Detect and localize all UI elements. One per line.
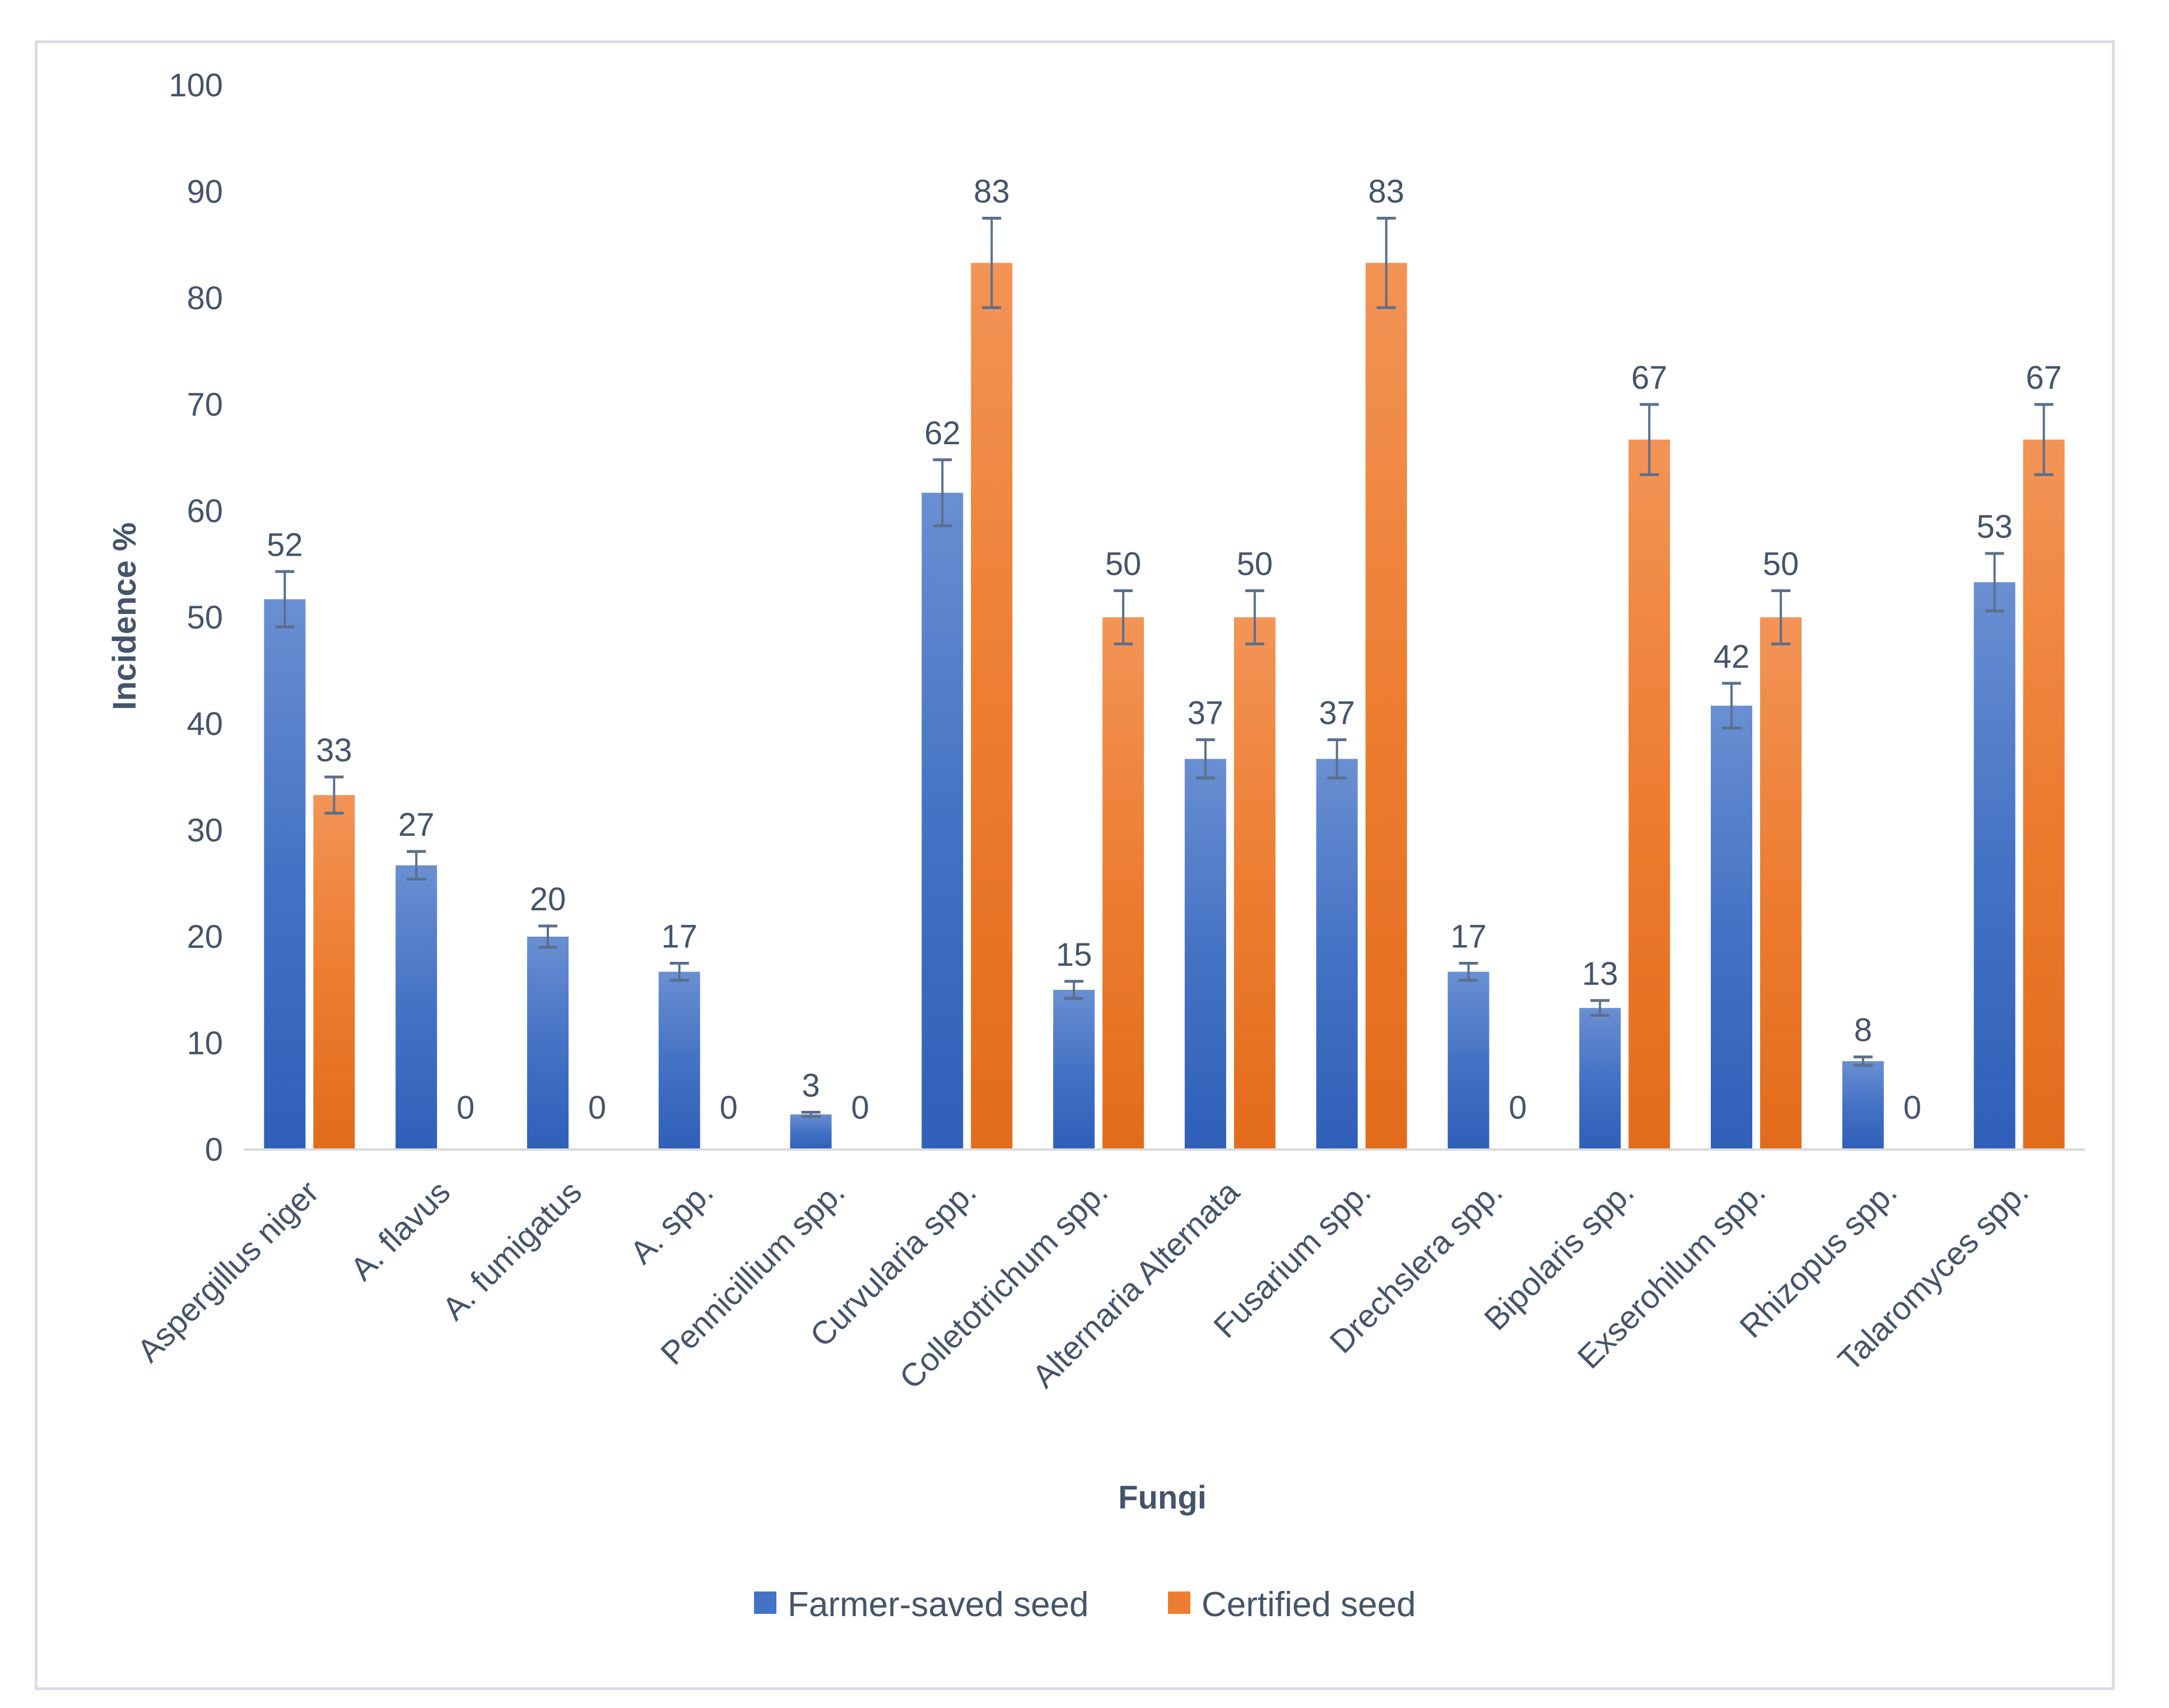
- data-label: 67: [1631, 360, 1668, 396]
- y-tick-label: 70: [187, 387, 223, 423]
- data-label: 0: [720, 1090, 738, 1126]
- data-label: 0: [588, 1090, 606, 1126]
- certified-bar: [2023, 439, 2065, 1150]
- data-label: 17: [661, 919, 697, 955]
- certified-bar: [1365, 263, 1407, 1149]
- farmer-saved-bar: [658, 971, 700, 1149]
- farmer-saved-bar: [1447, 971, 1490, 1149]
- data-label: 50: [1763, 546, 1799, 583]
- certified-bar: [1234, 617, 1276, 1149]
- y-tick-label: 40: [187, 706, 223, 742]
- data-label: 50: [1237, 546, 1273, 583]
- y-tick-label: 80: [187, 280, 223, 317]
- legend-swatch-certified: [1168, 1591, 1190, 1614]
- farmer-saved-bar: [395, 865, 437, 1149]
- farmer-saved-bar: [790, 1114, 832, 1149]
- data-label: 8: [1854, 1012, 1872, 1049]
- legend-label: Farmer-saved seed: [788, 1585, 1089, 1624]
- y-tick-label: 20: [187, 919, 223, 955]
- x-tick-label: A. spp.: [623, 1174, 720, 1271]
- data-label: 0: [457, 1090, 474, 1126]
- certified-bar: [1102, 617, 1144, 1149]
- farmer-saved-bar: [1053, 990, 1095, 1149]
- y-tick-label: 50: [187, 599, 223, 636]
- data-label: 0: [851, 1090, 869, 1126]
- farmer-saved-bar: [921, 492, 964, 1150]
- data-label: 53: [1976, 509, 2013, 545]
- data-label: 15: [1056, 937, 1092, 973]
- farmer-saved-bar: [527, 937, 569, 1149]
- data-label: 37: [1319, 695, 1355, 732]
- farmer-saved-bar: [1973, 582, 2016, 1149]
- data-label: 52: [267, 527, 303, 563]
- data-label: 13: [1582, 956, 1618, 992]
- y-tick-label: 90: [187, 174, 223, 210]
- data-label: 50: [1105, 546, 1142, 583]
- legend-swatch-farmer-saved: [754, 1591, 776, 1614]
- legend-label: Certified seed: [1202, 1585, 1416, 1624]
- y-tick-label: 0: [205, 1132, 223, 1168]
- certified-bar: [313, 795, 355, 1149]
- data-label: 33: [316, 732, 352, 769]
- y-tick-label: 30: [187, 812, 223, 849]
- x-axis-title: Fungi: [1118, 1479, 1207, 1516]
- y-tick-label: 60: [187, 493, 223, 529]
- data-label: 62: [924, 415, 961, 452]
- data-label: 0: [1903, 1090, 1921, 1126]
- data-label: 83: [1368, 174, 1404, 210]
- y-tick-label: 100: [169, 67, 223, 104]
- farmer-saved-bar: [1842, 1061, 1884, 1149]
- data-label: 17: [1450, 919, 1487, 955]
- farmer-saved-bar: [1711, 705, 1753, 1149]
- data-label: 42: [1714, 639, 1750, 675]
- data-label: 20: [530, 881, 566, 918]
- data-label: 83: [974, 174, 1010, 210]
- y-tick-label: 10: [187, 1025, 223, 1062]
- farmer-saved-bar: [1316, 758, 1358, 1149]
- data-label: 27: [398, 807, 435, 843]
- data-label: 37: [1188, 695, 1224, 732]
- y-axis-title: Incidence %: [106, 522, 143, 710]
- farmer-saved-bar: [1184, 758, 1226, 1149]
- certified-bar: [971, 263, 1013, 1149]
- data-label: 0: [1509, 1090, 1526, 1126]
- x-tick-label: Aspergillus niger: [130, 1174, 325, 1369]
- x-tick-label: A. flavus: [343, 1174, 457, 1287]
- certified-bar: [1760, 617, 1802, 1149]
- farmer-saved-bar: [1579, 1008, 1621, 1149]
- farmer-saved-bar: [264, 599, 306, 1149]
- data-label: 3: [802, 1068, 820, 1104]
- certified-bar: [1628, 439, 1670, 1150]
- x-tick-label: A. fumigatus: [435, 1174, 589, 1327]
- data-label: 67: [2026, 360, 2062, 396]
